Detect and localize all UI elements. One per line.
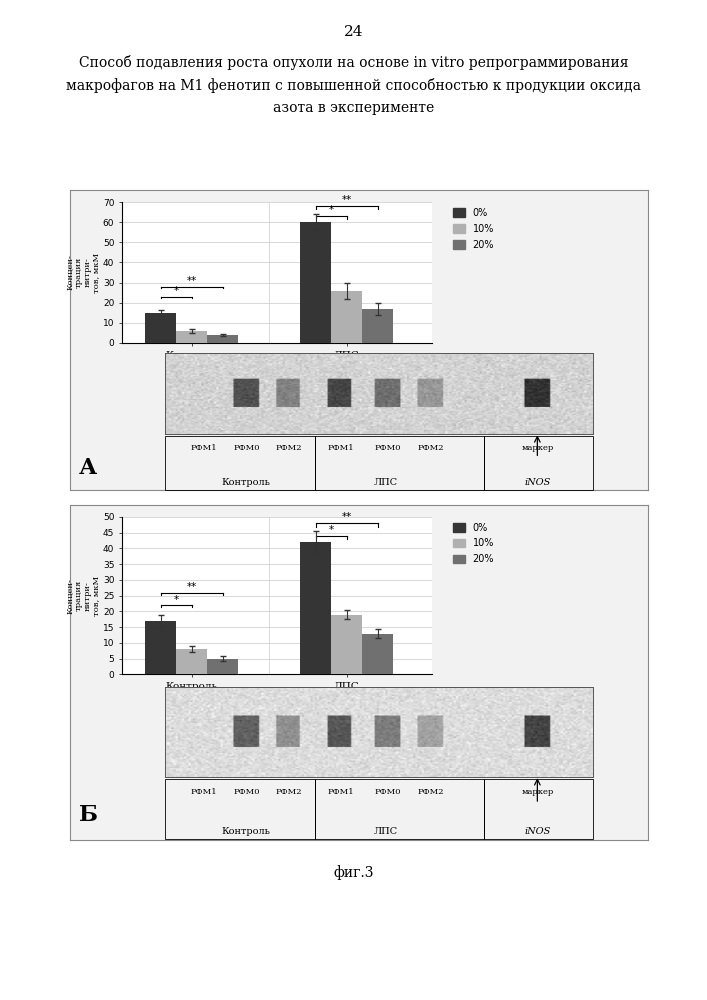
Text: РФМ1: РФМ1	[327, 788, 354, 796]
Text: iNOS: iNOS	[524, 478, 551, 487]
Text: РФМ2: РФМ2	[276, 788, 303, 796]
Text: РФМ1: РФМ1	[190, 444, 217, 452]
Text: iNOS: iNOS	[524, 827, 551, 836]
Bar	[484, 436, 593, 490]
Text: **: **	[341, 195, 352, 205]
Bar	[362, 634, 393, 674]
Text: *: *	[174, 595, 179, 605]
Text: 24: 24	[344, 25, 363, 39]
Text: Способ подавления роста опухоли на основе in vitro репрограммирования
макрофагов: Способ подавления роста опухоли на основ…	[66, 55, 641, 115]
Text: РФМ2: РФМ2	[417, 444, 443, 452]
Bar	[315, 779, 484, 839]
Bar	[332, 291, 362, 343]
Text: РФМ0: РФМ0	[233, 788, 259, 796]
Bar	[315, 436, 484, 490]
Bar	[207, 335, 238, 343]
Text: **: **	[187, 276, 197, 286]
Text: C57BL/6: C57BL/6	[254, 371, 300, 380]
Text: РФМ0: РФМ0	[374, 788, 401, 796]
Text: ЛПС: ЛПС	[373, 827, 397, 836]
Text: BALB/c: BALB/c	[257, 706, 296, 715]
Text: фиг.3: фиг.3	[333, 865, 374, 880]
Text: Б: Б	[78, 804, 98, 826]
Bar	[300, 222, 332, 343]
Bar	[362, 309, 393, 343]
Y-axis label: Концен-
трация
нитри-
тов, мкМ: Концен- трация нитри- тов, мкМ	[66, 576, 100, 616]
Bar	[165, 436, 315, 490]
Bar	[165, 779, 315, 839]
Text: *: *	[174, 286, 179, 296]
Legend: 0%, 10%, 20%: 0%, 10%, 20%	[449, 519, 498, 568]
Bar	[145, 313, 176, 343]
Text: маркер: маркер	[521, 788, 554, 796]
Text: Контроль: Контроль	[222, 827, 271, 836]
Text: РФМ2: РФМ2	[417, 788, 443, 796]
Text: *: *	[329, 205, 334, 215]
Bar	[207, 659, 238, 674]
Text: РФМ0: РФМ0	[233, 444, 259, 452]
Text: РФМ1: РФМ1	[327, 444, 354, 452]
Text: РФМ0: РФМ0	[374, 444, 401, 452]
Text: **: **	[341, 512, 352, 522]
Text: ЛПС: ЛПС	[373, 478, 397, 487]
Legend: 0%, 10%, 20%: 0%, 10%, 20%	[449, 204, 498, 253]
Text: А: А	[78, 457, 97, 479]
Bar	[176, 331, 207, 343]
Text: маркер: маркер	[521, 444, 554, 452]
Bar	[176, 649, 207, 674]
Bar	[484, 779, 593, 839]
Bar	[332, 615, 362, 674]
Text: *: *	[329, 525, 334, 535]
Y-axis label: Концен-
трация
нитри-
тов, мкМ: Концен- трация нитри- тов, мкМ	[66, 252, 100, 293]
Text: РФМ2: РФМ2	[276, 444, 303, 452]
Text: **: **	[187, 582, 197, 592]
Text: Контроль: Контроль	[222, 478, 271, 487]
Text: РФМ1: РФМ1	[190, 788, 217, 796]
Bar	[300, 542, 332, 674]
Bar	[145, 621, 176, 674]
